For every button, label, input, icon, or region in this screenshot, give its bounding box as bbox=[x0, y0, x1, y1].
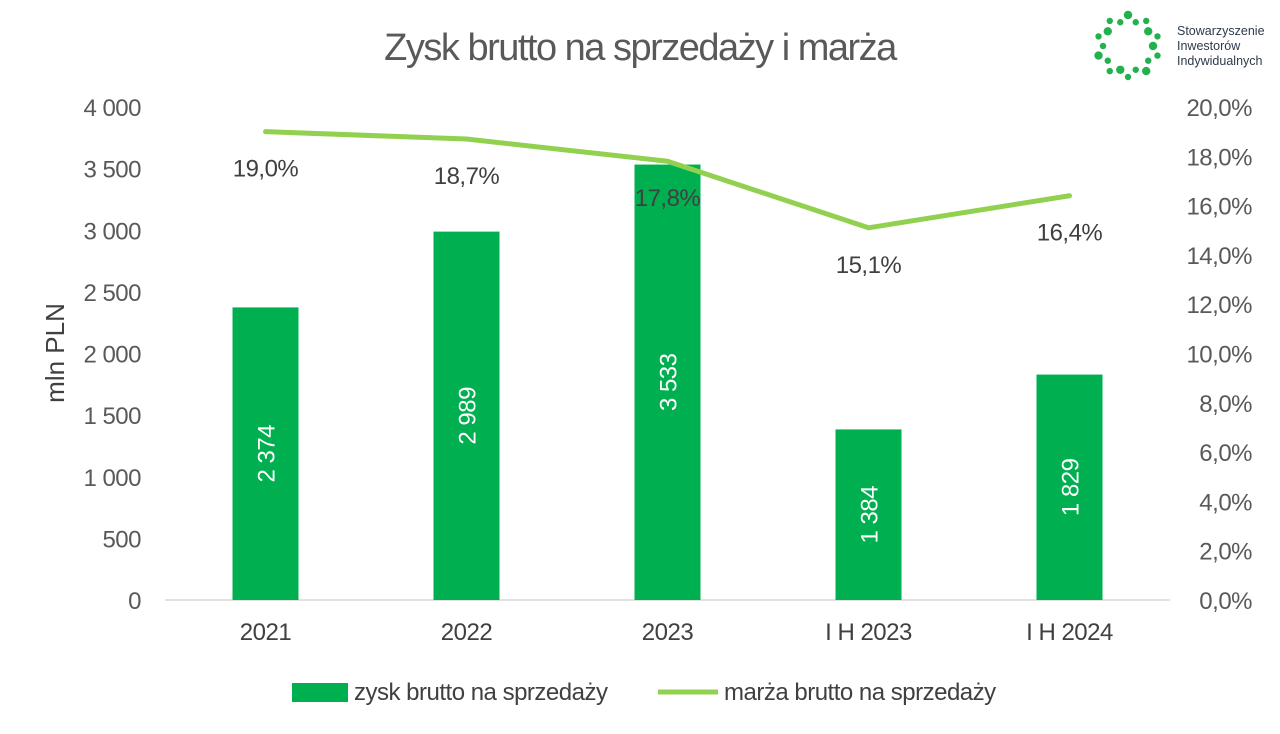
bar-value-label: 3 533 bbox=[656, 353, 683, 411]
y2-tick-label: 16,0% bbox=[1186, 194, 1252, 221]
ring-of-dots-icon bbox=[1116, 65, 1125, 74]
bar bbox=[835, 429, 902, 600]
logo-text-line: Inwestorów bbox=[1177, 39, 1241, 53]
x-tick-label: I H 2023 bbox=[825, 619, 912, 646]
ring-of-dots-icon bbox=[1144, 27, 1153, 36]
y-tick-label: 3 000 bbox=[83, 218, 141, 245]
legend: zysk brutto na sprzedaży marża brutto na … bbox=[292, 679, 997, 706]
ring-of-dots-icon bbox=[1095, 33, 1102, 40]
y2-tick-label: 20,0% bbox=[1186, 95, 1252, 122]
ring-of-dots-icon bbox=[1132, 66, 1139, 73]
line-series bbox=[263, 129, 1072, 231]
y2-tick-label: 14,0% bbox=[1186, 243, 1252, 270]
ring-of-dots-icon bbox=[1154, 33, 1161, 40]
line-value-label: 15,1% bbox=[836, 252, 902, 279]
x-tick-label: 2021 bbox=[240, 619, 292, 646]
line-value-label: 18,7% bbox=[434, 163, 500, 190]
ring-of-dots-icon bbox=[1099, 42, 1107, 50]
y-tick-label: 0 bbox=[128, 588, 141, 615]
ring-of-dots-icon bbox=[1104, 57, 1111, 64]
ring-of-dots-icon bbox=[1123, 10, 1133, 20]
y2-tick-label: 10,0% bbox=[1186, 342, 1252, 369]
bar-value-label: 1 829 bbox=[1058, 458, 1085, 516]
bar-value-label: 1 384 bbox=[857, 486, 884, 544]
ring-of-dots-icon bbox=[1143, 17, 1150, 25]
y-tick-label: 2 500 bbox=[83, 280, 141, 307]
ring-of-dots-icon bbox=[1145, 57, 1152, 64]
y2-tick-label: 18,0% bbox=[1186, 144, 1252, 171]
y-tick-label: 500 bbox=[102, 526, 141, 553]
legend-bar-label: zysk brutto na sprzedaży bbox=[354, 679, 608, 706]
y-tick-label: 1 500 bbox=[83, 403, 141, 430]
line-value-label: 17,8% bbox=[635, 185, 701, 212]
ring-of-dots-icon bbox=[1148, 41, 1158, 51]
y-tick-label: 2 000 bbox=[83, 342, 141, 369]
logo-text-line: Indywidualnych bbox=[1177, 54, 1263, 68]
y-tick-label: 4 000 bbox=[83, 95, 141, 122]
y2-tick-label: 12,0% bbox=[1186, 292, 1252, 319]
bar bbox=[634, 164, 701, 601]
logo-text-line: Stowarzyszenie bbox=[1177, 24, 1265, 38]
ring-of-dots-icon bbox=[1142, 66, 1151, 76]
ring-of-dots-icon bbox=[1154, 52, 1161, 59]
line-value-label: 16,4% bbox=[1037, 220, 1103, 247]
ring-of-dots-icon bbox=[1117, 19, 1124, 26]
bar bbox=[433, 231, 500, 600]
bar bbox=[1036, 374, 1103, 600]
ring-of-dots-icon bbox=[1124, 73, 1132, 81]
ring-of-dots-icon bbox=[1106, 17, 1113, 25]
bar bbox=[232, 307, 299, 600]
ring-of-dots-icon bbox=[1103, 27, 1112, 36]
y2-tick-label: 6,0% bbox=[1199, 440, 1252, 467]
y2-tick-label: 4,0% bbox=[1199, 489, 1252, 516]
legend-line-label: marża brutto na sprzedaży bbox=[724, 679, 996, 706]
bar-value-label: 2 374 bbox=[254, 425, 281, 483]
y2-tick-label: 8,0% bbox=[1199, 391, 1252, 418]
x-tick-label: 2023 bbox=[642, 619, 694, 646]
x-tick-label: I H 2024 bbox=[1026, 619, 1113, 646]
line-value-label: 19,0% bbox=[233, 156, 299, 183]
y-tick-label: 3 500 bbox=[83, 157, 141, 184]
chart-title: Zysk brutto na sprzedaży i marża bbox=[384, 27, 898, 69]
ring-of-dots-icon bbox=[1094, 51, 1103, 60]
plot-area: 0 500 1 000 1 500 2 000 2 500 3 000 3 500 4 000 0… bbox=[40, 95, 1253, 646]
y-axis-title: mln PLN bbox=[40, 303, 70, 403]
legend-bar-swatch bbox=[292, 683, 348, 702]
y-tick-label: 1 000 bbox=[83, 465, 141, 492]
y2-tick-label: 0,0% bbox=[1199, 588, 1252, 615]
y2-tick-label: 2,0% bbox=[1199, 539, 1252, 566]
ring-of-dots-icon bbox=[1106, 67, 1113, 75]
x-tick-label: 2022 bbox=[441, 619, 493, 646]
ring-of-dots-icon bbox=[1132, 19, 1139, 26]
bar-value-label: 2 989 bbox=[455, 387, 482, 445]
